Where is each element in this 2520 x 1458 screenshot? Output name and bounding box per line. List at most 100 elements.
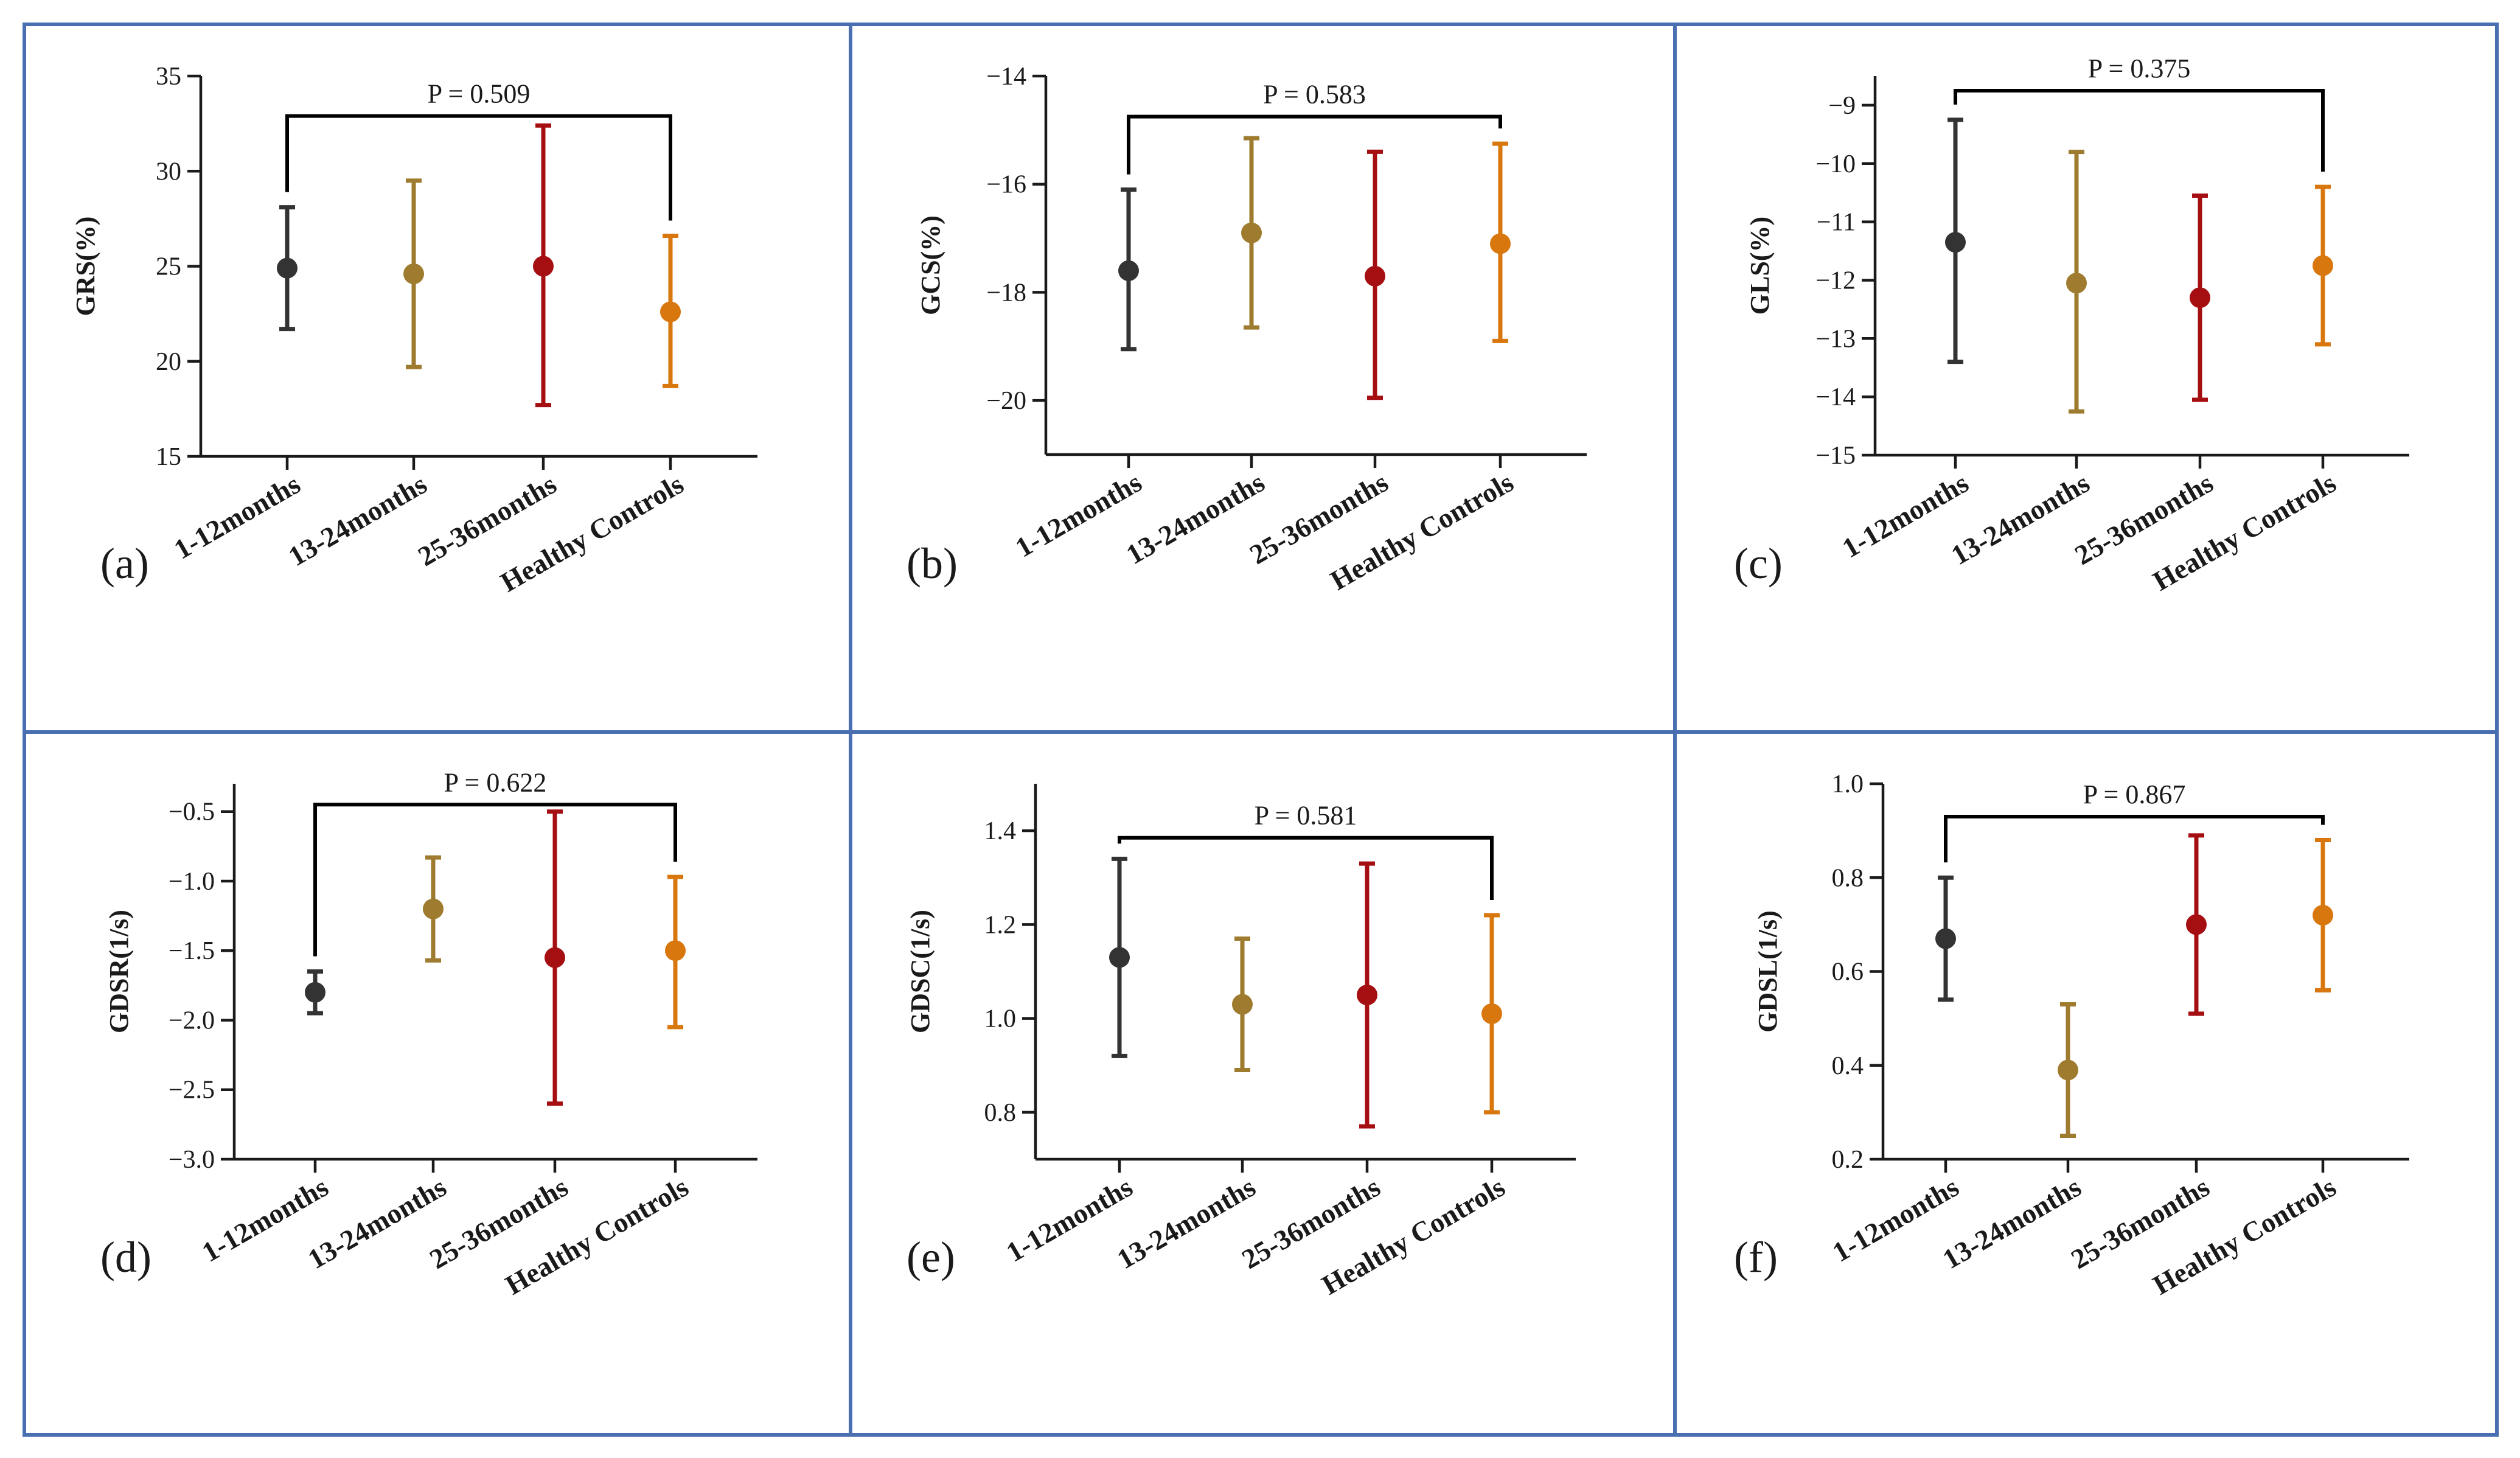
mean-point: [1481, 1003, 1502, 1024]
series-healthy-controls: [665, 874, 686, 1030]
series-25-36months: [1365, 149, 1385, 400]
y-tick-label: 15: [156, 443, 181, 471]
y-tick-label: −13: [1815, 325, 1856, 353]
series-1-12months: [1945, 117, 1966, 364]
y-tick-label: −0.5: [169, 798, 215, 826]
series-healthy-controls: [2313, 838, 2333, 992]
panel-letter: (c): [1734, 539, 1783, 588]
y-tick-label: 0.4: [1832, 1052, 1864, 1080]
x-tick-label: 1-12months: [169, 468, 305, 565]
series-25-36months: [2186, 833, 2207, 1016]
y-axis-label: GDSL(1/s): [1753, 910, 1783, 1032]
panel-letter: (d): [100, 1233, 151, 1282]
y-axis-label: GDSR(1/s): [104, 910, 134, 1033]
mean-point: [533, 256, 554, 277]
chart-panel-a: 1520253035GRS(%)1-12months13-24months25-…: [71, 63, 757, 598]
y-tick-label: −3.0: [169, 1146, 215, 1174]
y-tick-label: −2.0: [169, 1006, 215, 1034]
y-tick-label: 0.6: [1832, 958, 1864, 986]
mean-point: [277, 257, 298, 279]
mean-point: [2313, 904, 2333, 926]
series-healthy-controls: [1481, 913, 1502, 1115]
mean-point: [1109, 947, 1130, 968]
x-tick-label: 13-24months: [1946, 467, 2095, 571]
series-13-24months: [2058, 1002, 2078, 1138]
chart-panel-c: −15−14−13−12−11−10−9GLS(%)1-12months13-2…: [1734, 54, 2409, 597]
y-tick-label: 20: [156, 348, 181, 376]
y-tick-label: 1.0: [1832, 770, 1864, 798]
mean-point: [1118, 260, 1139, 281]
y-tick-label: 0.2: [1832, 1146, 1864, 1174]
mean-point: [1945, 232, 1966, 253]
mean-point: [423, 898, 444, 919]
y-tick-label: 0.8: [1832, 864, 1864, 892]
mean-point: [2313, 255, 2333, 276]
chart-panel-d: −3.0−2.5−2.0−1.5−1.0−0.5GDSR(1/s)1-12mon…: [100, 767, 757, 1301]
y-tick-label: −10: [1815, 150, 1856, 178]
significance-bracket: [1954, 88, 2325, 172]
series-1-12months: [277, 205, 298, 332]
mean-point: [660, 301, 681, 323]
mean-point: [1365, 265, 1385, 287]
y-axis-label: GDSC(1/s): [905, 910, 935, 1033]
y-tick-label: −11: [1817, 209, 1856, 237]
y-tick-label: −14: [986, 63, 1026, 91]
y-tick-label: −16: [986, 171, 1026, 199]
series-25-36months: [533, 123, 554, 408]
significance-bracket: [1127, 114, 1502, 175]
y-axis-label: GLS(%): [1745, 217, 1775, 315]
series-13-24months: [1232, 937, 1253, 1072]
p-value-label: P = 0.581: [1255, 801, 1357, 831]
mean-point: [1357, 985, 1377, 1006]
significance-bracket: [1944, 814, 2325, 863]
series-1-12months: [305, 969, 325, 1016]
series-25-36months: [545, 809, 565, 1106]
series-healthy-controls: [2313, 184, 2333, 347]
x-tick-label: 13-24months: [1112, 1171, 1261, 1275]
mean-point: [1935, 928, 1956, 949]
panel-border-c: [1673, 23, 2499, 734]
mean-point: [2190, 287, 2210, 309]
chart-panel-e: 0.81.01.21.4GDSC(1/s)1-12months13-24mont…: [905, 784, 1576, 1301]
significance-bracket: [1118, 835, 1494, 900]
panel-letter: (b): [907, 539, 958, 588]
x-tick-label: 13-24months: [283, 468, 432, 572]
mean-point: [2186, 914, 2207, 935]
x-tick-label: 13-24months: [1121, 466, 1270, 570]
y-tick-label: 30: [156, 158, 181, 186]
series-healthy-controls: [660, 234, 681, 388]
y-tick-label: 1.0: [984, 1005, 1017, 1033]
y-tick-label: 1.4: [984, 817, 1017, 845]
y-tick-label: −9: [1828, 92, 1856, 120]
series-healthy-controls: [1490, 141, 1511, 343]
y-tick-label: 35: [156, 63, 181, 91]
y-axis-label: GRS(%): [71, 217, 100, 316]
y-tick-label: −2.5: [169, 1076, 215, 1104]
y-tick-label: −14: [1815, 383, 1856, 411]
mean-point: [1241, 222, 1262, 243]
panel-letter: (a): [100, 539, 149, 588]
series-13-24months: [403, 178, 424, 369]
series-1-12months: [1118, 187, 1139, 352]
mean-point: [1232, 994, 1253, 1015]
y-tick-label: −1.0: [169, 868, 215, 896]
y-tick-label: 0.8: [984, 1099, 1017, 1127]
significance-bracket: [285, 114, 672, 221]
mean-point: [665, 940, 686, 961]
panel-borders: [23, 23, 2499, 1437]
p-value-label: P = 0.622: [444, 767, 547, 797]
p-value-label: P = 0.867: [2083, 780, 2186, 809]
mean-point: [2066, 273, 2087, 294]
panel-border-b: [849, 23, 1677, 734]
mean-point: [1490, 233, 1511, 254]
y-tick-label: −1.5: [169, 937, 215, 965]
y-tick-label: −12: [1815, 267, 1856, 295]
series-25-36months: [2190, 193, 2210, 402]
p-value-label: P = 0.375: [2088, 54, 2191, 83]
y-tick-label: 1.2: [984, 911, 1017, 939]
y-tick-label: −20: [986, 387, 1026, 415]
y-tick-label: −15: [1815, 442, 1856, 470]
panel-border-d: [23, 730, 852, 1437]
y-axis-label: GCS(%): [916, 215, 945, 315]
